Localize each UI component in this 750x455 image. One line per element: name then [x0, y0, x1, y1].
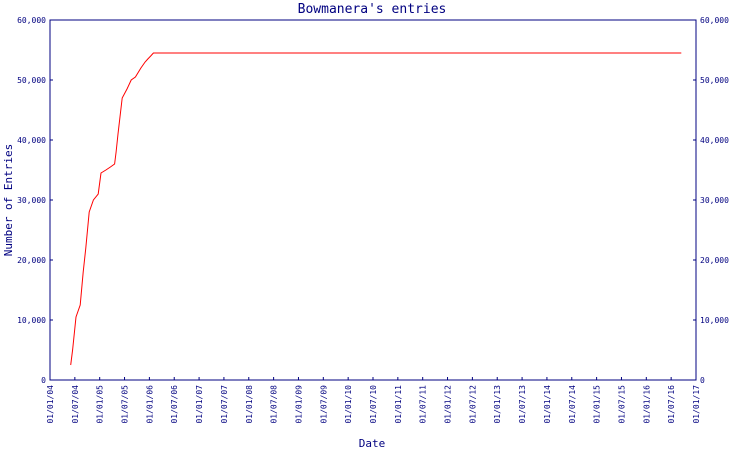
y-tick-label-left: 50,000: [17, 76, 46, 85]
x-tick-label: 01/01/16: [642, 385, 651, 424]
x-tick-label: 01/01/10: [344, 385, 353, 424]
chart-title: Bowmanera's entries: [298, 2, 447, 17]
x-axis-label: Date: [359, 437, 386, 450]
x-tick-label: 01/07/04: [71, 385, 80, 424]
x-tick-label: 01/01/14: [543, 385, 552, 424]
x-tick-label: 01/01/09: [294, 385, 303, 424]
x-tick-label: 01/07/14: [568, 385, 577, 424]
y-tick-label-left: 0: [41, 376, 46, 385]
y-axis-left: 0 10,000 20,000 30,000 40,000 50,000 60,000: [17, 16, 53, 385]
x-tick-label: 01/07/12: [468, 385, 477, 424]
x-tick-label: 01/07/11: [419, 385, 428, 424]
x-tick-label: 01/01/08: [245, 385, 254, 424]
y-tick-label-right: 40,000: [700, 136, 729, 145]
y-tick-label-left: 10,000: [17, 316, 46, 325]
x-tick-label: 01/01/15: [593, 385, 602, 424]
x-tick-label: 01/01/12: [444, 385, 453, 424]
y-tick-label-right: 10,000: [700, 316, 729, 325]
x-tick-label: 01/07/09: [319, 385, 328, 424]
x-tick-label: 01/01/17: [692, 385, 701, 424]
y-tick-label-right: 30,000: [700, 196, 729, 205]
series-line: [70, 52, 682, 366]
series-layer: [70, 52, 682, 366]
x-tick-label: 01/01/04: [46, 385, 55, 424]
x-tick-label: 01/07/07: [220, 385, 229, 424]
y-tick-label-right: 50,000: [700, 76, 729, 85]
x-tick-label: 01/01/13: [493, 385, 502, 424]
x-tick-label: 01/01/05: [96, 385, 105, 424]
x-tick-label: 01/07/06: [170, 385, 179, 424]
x-tick-label: 01/07/13: [518, 385, 527, 424]
y-axis-right: 0 10,000 20,000 30,000 40,000 50,000 60,000: [693, 16, 729, 385]
x-axis: 01/01/04 01/07/04 01/01/05 01/07/05 01/01/06…: [46, 377, 701, 424]
x-tick-label: 01/07/05: [121, 385, 130, 424]
x-tick-label: 01/07/08: [270, 385, 279, 424]
y-tick-label-right: 60,000: [700, 16, 729, 25]
x-tick-label: 01/07/10: [369, 385, 378, 424]
x-tick-label: 01/01/06: [145, 385, 154, 424]
y-tick-label-left: 30,000: [17, 196, 46, 205]
y-tick-label-left: 40,000: [17, 136, 46, 145]
y-tick-label-left: 60,000: [17, 16, 46, 25]
x-tick-label: 01/01/07: [195, 385, 204, 424]
x-tick-label: 01/07/16: [667, 385, 676, 424]
plot-frame: [49, 19, 697, 381]
y-tick-label-left: 20,000: [17, 256, 46, 265]
y-tick-label-right: 20,000: [700, 256, 729, 265]
x-tick-label: 01/01/11: [394, 385, 403, 424]
y-axis-label: Number of Entries: [2, 144, 15, 257]
x-tick-label: 01/07/15: [617, 385, 626, 424]
y-tick-label-right: 0: [700, 376, 705, 385]
